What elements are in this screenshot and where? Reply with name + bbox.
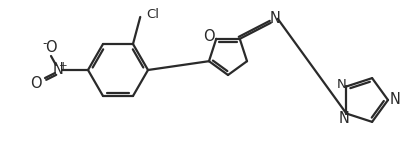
Text: N: N bbox=[337, 78, 346, 91]
Text: O: O bbox=[45, 40, 57, 56]
Text: O: O bbox=[204, 29, 215, 44]
Text: N: N bbox=[52, 62, 64, 77]
Text: -: - bbox=[43, 38, 47, 50]
Text: +: + bbox=[59, 61, 67, 71]
Text: N: N bbox=[389, 93, 401, 107]
Text: N: N bbox=[339, 111, 350, 126]
Text: Cl: Cl bbox=[146, 8, 159, 21]
Text: O: O bbox=[30, 77, 42, 91]
Text: N: N bbox=[269, 11, 280, 26]
